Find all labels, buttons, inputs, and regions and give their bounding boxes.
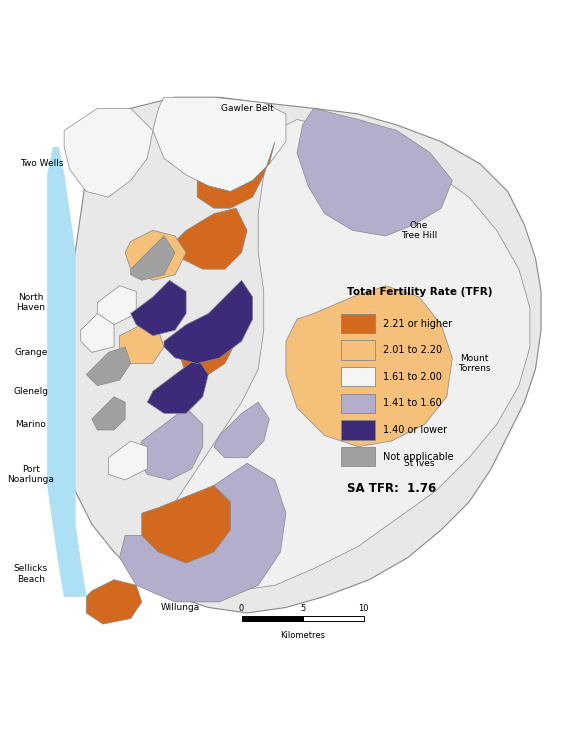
Polygon shape — [86, 347, 131, 386]
Text: 1.40 or lower: 1.40 or lower — [383, 425, 447, 435]
Bar — [242, 615, 303, 621]
Polygon shape — [286, 286, 452, 446]
Text: St Ives: St Ives — [404, 459, 434, 468]
Polygon shape — [109, 441, 147, 480]
Text: 2.21 or higher: 2.21 or higher — [383, 319, 452, 328]
FancyBboxPatch shape — [341, 314, 375, 334]
Polygon shape — [181, 325, 236, 375]
Polygon shape — [125, 230, 186, 280]
FancyBboxPatch shape — [341, 393, 375, 413]
Text: Grange: Grange — [14, 348, 48, 357]
FancyBboxPatch shape — [341, 340, 375, 360]
Text: North
Haven: North Haven — [16, 293, 45, 312]
Polygon shape — [197, 142, 275, 208]
Polygon shape — [136, 408, 203, 480]
Text: Two Wells: Two Wells — [20, 159, 64, 168]
Polygon shape — [81, 314, 114, 352]
Text: 2.01 to 2.20: 2.01 to 2.20 — [383, 345, 442, 355]
Text: Mount
Torrens: Mount Torrens — [458, 354, 491, 373]
Text: 10: 10 — [358, 604, 369, 613]
Polygon shape — [164, 280, 252, 363]
Polygon shape — [297, 108, 452, 236]
Text: Kilometres: Kilometres — [280, 631, 325, 641]
Text: 0: 0 — [239, 604, 244, 613]
Polygon shape — [131, 236, 175, 280]
Text: Marino: Marino — [15, 420, 46, 429]
Polygon shape — [48, 147, 86, 596]
Polygon shape — [119, 325, 164, 363]
Text: Willunga: Willunga — [161, 603, 200, 612]
Text: SA TFR:  1.76: SA TFR: 1.76 — [347, 483, 436, 495]
Text: Glenelg: Glenelg — [14, 387, 48, 396]
Polygon shape — [58, 97, 541, 613]
Text: 1.41 to 1.60: 1.41 to 1.60 — [383, 399, 441, 408]
FancyBboxPatch shape — [341, 421, 375, 440]
Polygon shape — [92, 397, 125, 430]
Polygon shape — [97, 286, 136, 325]
Polygon shape — [175, 208, 247, 269]
Text: One
Tree Hill: One Tree Hill — [401, 221, 437, 240]
Text: 5: 5 — [300, 604, 305, 613]
Polygon shape — [131, 280, 186, 336]
Text: Gawler Belt: Gawler Belt — [221, 104, 273, 113]
Polygon shape — [119, 463, 286, 602]
Text: Not applicable: Not applicable — [383, 452, 453, 462]
Text: Port
Noarlunga: Port Noarlunga — [7, 465, 54, 484]
Polygon shape — [142, 486, 230, 563]
Text: Total Fertility Rate (TFR): Total Fertility Rate (TFR) — [347, 287, 492, 297]
Bar — [303, 615, 363, 621]
Polygon shape — [86, 580, 142, 624]
Polygon shape — [158, 120, 530, 591]
FancyBboxPatch shape — [341, 447, 375, 466]
Polygon shape — [147, 358, 208, 413]
Polygon shape — [214, 402, 269, 458]
Text: Sellicks
Beach: Sellicks Beach — [14, 565, 48, 584]
Text: 1.61 to 2.00: 1.61 to 2.00 — [383, 372, 442, 382]
FancyBboxPatch shape — [341, 367, 375, 387]
Polygon shape — [153, 97, 286, 192]
Polygon shape — [64, 108, 153, 197]
